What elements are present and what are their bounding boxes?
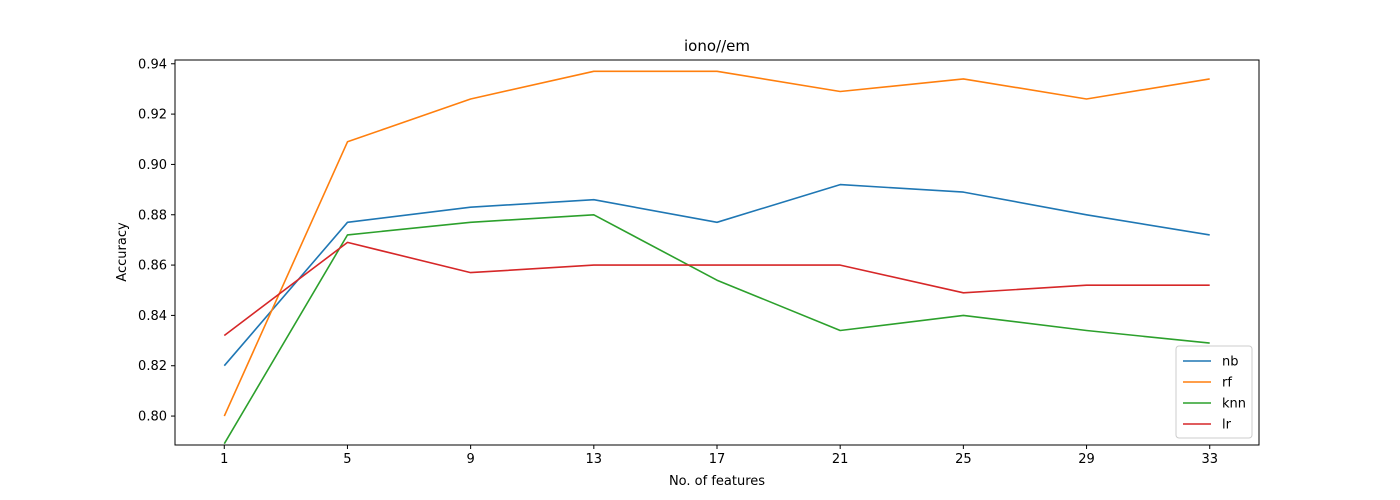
legend-label-knn: knn: [1222, 397, 1246, 412]
x-tick-label: 1: [220, 452, 228, 467]
legend-label-lr: lr: [1222, 418, 1232, 433]
x-tick-label: 5: [343, 452, 351, 467]
x-tick-label: 25: [955, 452, 972, 467]
legend: nb rf knn lr: [1175, 345, 1253, 439]
x-tick-label: 29: [1078, 452, 1095, 467]
series-line-knn: [223, 214, 1210, 445]
series-line-lr: [223, 241, 1210, 337]
y-tick-label: 0.84: [138, 309, 167, 324]
x-tick-label: 13: [586, 452, 603, 467]
y-tick-label: 0.90: [138, 158, 167, 173]
series-line-nb: [223, 183, 1210, 367]
x-tick-label: 9: [466, 452, 474, 467]
legend-label-nb: nb: [1222, 355, 1239, 370]
x-tick-label: 33: [1201, 452, 1218, 467]
y-axis: 0.80 0.82 0.84 0.86 0.88 0.90 0.92 0.94: [138, 57, 175, 425]
chart-title: iono//em: [684, 37, 750, 55]
legend-label-rf: rf: [1222, 376, 1232, 391]
x-tick-label: 17: [709, 452, 726, 467]
y-tick-label: 0.92: [138, 108, 167, 123]
y-tick-label: 0.86: [138, 259, 167, 274]
x-axis-label: No. of features: [669, 474, 765, 489]
y-tick-label: 0.94: [138, 57, 167, 72]
series-layer: [223, 70, 1210, 445]
y-tick-label: 0.88: [138, 208, 167, 223]
y-axis-label: Accuracy: [115, 222, 130, 282]
y-tick-label: 0.82: [138, 359, 167, 374]
y-tick-label: 0.80: [138, 410, 167, 425]
x-tick-label: 21: [832, 452, 849, 467]
series-line-rf: [223, 70, 1210, 417]
legend-box: [1175, 345, 1253, 439]
x-axis: 1 5 9 13 17 21 25 29 33: [220, 445, 1218, 467]
